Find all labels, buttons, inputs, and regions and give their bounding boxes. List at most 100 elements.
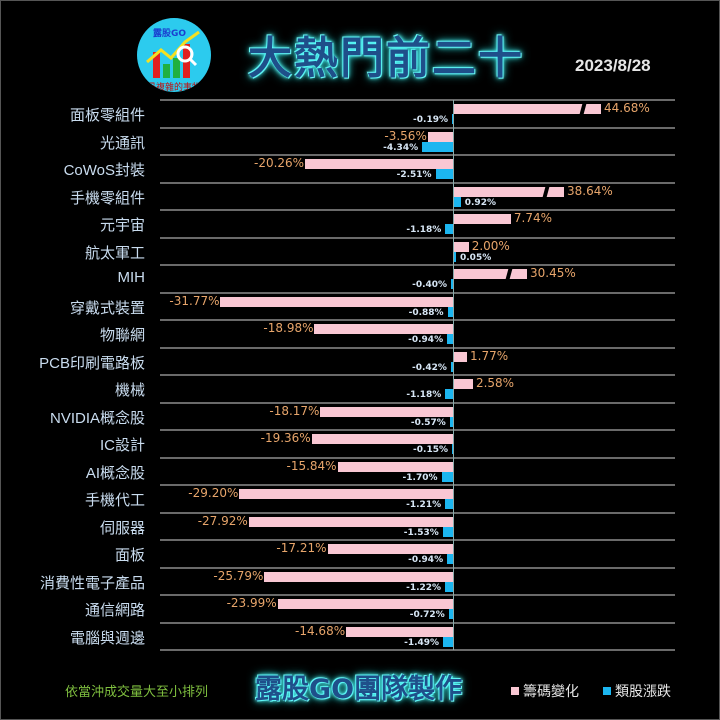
chip-change-value: -19.36% — [260, 431, 311, 445]
chip-change-value: 2.00% — [471, 238, 510, 253]
category-label: 航太軍工 — [84, 244, 145, 262]
sector-change-value: -1.22% — [406, 582, 442, 593]
gridline — [160, 429, 675, 431]
gridline — [160, 236, 675, 239]
chip-change-bar — [248, 516, 454, 527]
chip-change-value: -20.26% — [254, 156, 305, 170]
sector-change-bar — [454, 196, 461, 207]
logo: 露股GO 最複雜的事物 — [137, 18, 211, 92]
chip-change-value: -15.84% — [286, 458, 337, 473]
sector-change-value: -1.70% — [402, 472, 438, 483]
sector-change-bar — [445, 224, 454, 234]
gridline — [160, 456, 675, 459]
zero-axis — [453, 100, 454, 650]
chip-change-bar — [427, 131, 454, 142]
sector-change-bar — [447, 306, 454, 317]
sector-change-value: -0.42% — [411, 362, 447, 373]
sector-change-value: -1.18% — [406, 225, 442, 235]
chip-change-bar — [305, 159, 454, 169]
chip-change-bar — [346, 626, 454, 637]
sector-change-bar — [447, 554, 454, 564]
sector-change-bar — [447, 334, 454, 344]
chip-change-bar — [277, 599, 454, 609]
page-title: 大熱門前二十 — [248, 33, 524, 84]
sector-change-value: -0.19% — [413, 115, 448, 125]
sector-change-value: -1.18% — [406, 390, 442, 400]
sector-change-bar — [454, 251, 456, 262]
chip-change-value: -31.77% — [169, 293, 220, 308]
category-label: AI概念股 — [85, 464, 145, 482]
sector-change-value: -0.88% — [408, 307, 444, 318]
legend-item-sector: 類股漲跌 — [603, 681, 671, 701]
sector-change-value: 0.92% — [464, 197, 496, 208]
gridline — [160, 291, 675, 294]
chip-change-bar — [454, 241, 469, 252]
sector-change-bar — [445, 389, 454, 399]
footer-brand: 露股GO團隊製作 — [255, 674, 463, 705]
category-label: 電腦與週邊 — [69, 629, 145, 647]
chip-change-bar — [454, 351, 467, 362]
logo-bar-icon — [153, 52, 160, 78]
chip-change-value: -18.17% — [269, 403, 320, 418]
category-label: 伺服器 — [99, 519, 145, 537]
category-label: 穿戴式裝置 — [69, 299, 145, 317]
category-label: 面板 — [114, 547, 145, 564]
chip-change-value: -23.99% — [226, 596, 277, 610]
chip-change-value: 38.64% — [567, 183, 613, 198]
sector-change-bar — [448, 609, 454, 619]
category-label: MIH — [117, 269, 146, 286]
gridline — [160, 154, 675, 156]
gridline — [160, 374, 675, 376]
chip-change-bar — [311, 434, 454, 444]
chip-change-value: -18.98% — [263, 321, 314, 335]
category-label: 手機代工 — [84, 492, 145, 509]
sector-change-bar — [441, 471, 454, 482]
sector-change-value: -1.21% — [406, 500, 442, 510]
category-label: 面板零組件 — [69, 107, 145, 124]
gridline — [160, 484, 675, 486]
sector-change-value: -4.34% — [383, 142, 419, 153]
chip-change-bar — [220, 296, 454, 307]
logo-bar-icon — [173, 58, 180, 78]
gridline — [160, 99, 675, 101]
category-label: IC設計 — [99, 437, 145, 454]
gridline — [160, 346, 675, 349]
category-label: NVIDIA概念股 — [49, 409, 145, 427]
category-label: 手機零組件 — [69, 189, 145, 207]
category-label: PCB印刷電路板 — [39, 354, 145, 372]
legend-label: 籌碼變化 — [523, 683, 579, 699]
category-label: 機械 — [114, 382, 145, 399]
category-label: CoWoS封裝 — [63, 162, 145, 179]
chip-change-value: -25.79% — [213, 568, 264, 583]
gridline — [160, 566, 675, 569]
trend-arrow-icon — [146, 30, 200, 67]
chip-change-value: 2.58% — [475, 376, 515, 390]
logo-bar-icon — [163, 64, 170, 78]
sector-change-value: -0.15% — [413, 445, 448, 455]
gridline — [160, 511, 675, 514]
sector-change-bar — [449, 416, 454, 427]
chip-change-value: -17.21% — [276, 541, 327, 555]
legend-swatch-pink — [511, 687, 519, 695]
chip-change-bar — [337, 461, 454, 472]
sector-change-bar — [442, 526, 454, 537]
logo-slogan: 最複雜的事物 — [146, 83, 201, 92]
sector-change-value: -2.51% — [396, 170, 432, 180]
gridline — [160, 126, 675, 129]
sector-change-value: -0.94% — [408, 335, 444, 345]
category-label: 光通訊 — [99, 134, 145, 152]
sector-change-value: -0.72% — [409, 610, 445, 620]
sector-change-bar — [451, 279, 454, 289]
gridline — [160, 621, 675, 624]
chip-change-bar — [454, 379, 473, 389]
chip-change-bar — [327, 544, 454, 554]
gridline — [160, 649, 675, 651]
gridline — [160, 401, 675, 404]
chip-change-value: 7.74% — [513, 211, 552, 225]
category-label: 元宇宙 — [99, 217, 145, 234]
chip-change-value: 44.68% — [604, 101, 650, 115]
gridline — [160, 539, 675, 541]
chip-change-bar — [239, 489, 454, 499]
chip-change-bar — [264, 571, 454, 582]
gridline — [160, 319, 675, 321]
